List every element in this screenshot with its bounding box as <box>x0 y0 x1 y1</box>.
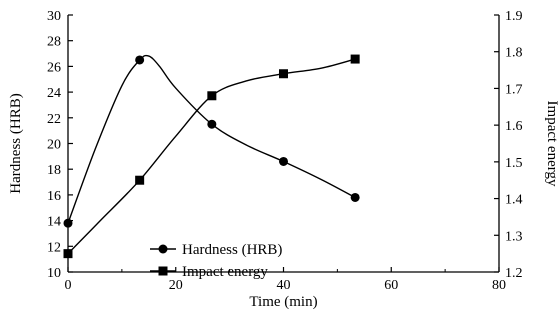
hardness-point <box>207 119 217 129</box>
impact-energy-point <box>207 91 217 101</box>
x-tick-label: 80 <box>492 278 506 293</box>
y-tick-label: 14 <box>47 215 61 230</box>
y2-tick-label: 1.8 <box>505 46 523 61</box>
y2-tick-label: 1.9 <box>505 9 523 24</box>
x-tick-label: 60 <box>384 278 398 293</box>
y-tick-label: 10 <box>47 266 61 281</box>
y2-tick-label: 1.7 <box>505 82 523 97</box>
impact-energy-point <box>63 249 73 259</box>
impact-energy-point <box>350 54 360 64</box>
legend-label-2: Impact energy <box>182 264 268 280</box>
y2-tick-label: 1.3 <box>505 229 523 244</box>
x-tick-label: 20 <box>169 278 183 293</box>
y-tick-label: 16 <box>47 189 61 204</box>
y2-tick-label: 1.6 <box>505 119 523 134</box>
hardness-point <box>279 156 288 166</box>
y2-tick-label: 1.2 <box>505 266 523 281</box>
x-axis-title: Time (min) <box>249 294 317 310</box>
x-tick-label: 40 <box>277 278 291 293</box>
y-tick-label: 20 <box>47 138 61 153</box>
y-tick-label: 12 <box>47 240 61 255</box>
y-tick-label: 18 <box>47 163 61 178</box>
y-tick-label: 26 <box>47 60 61 75</box>
series-line-2 <box>67 58 356 255</box>
series-line-1 <box>67 54 356 224</box>
y-tick-label: 24 <box>47 86 61 101</box>
hardness-point <box>350 192 360 202</box>
x-tick-label: 0 <box>65 278 72 293</box>
y-tick-label: 28 <box>47 35 61 50</box>
hardness-point <box>63 218 73 228</box>
hardness-point <box>135 55 145 65</box>
y-axis-title: Hardness (HRB) <box>8 93 24 193</box>
y2-tick-label: 1.4 <box>505 193 523 208</box>
y2-axis-title: Impact energy <box>544 101 560 187</box>
y2-tick-label: 1.5 <box>505 156 523 171</box>
legend-marker-impact-energy <box>158 266 168 276</box>
impact-energy-point <box>135 175 145 185</box>
impact-energy-point <box>279 69 288 79</box>
legend-marker-hardness <box>158 244 168 254</box>
y-tick-label: 30 <box>47 9 61 24</box>
y-tick-label: 22 <box>47 112 61 127</box>
legend-label-1: Hardness (HRB) <box>182 242 282 258</box>
